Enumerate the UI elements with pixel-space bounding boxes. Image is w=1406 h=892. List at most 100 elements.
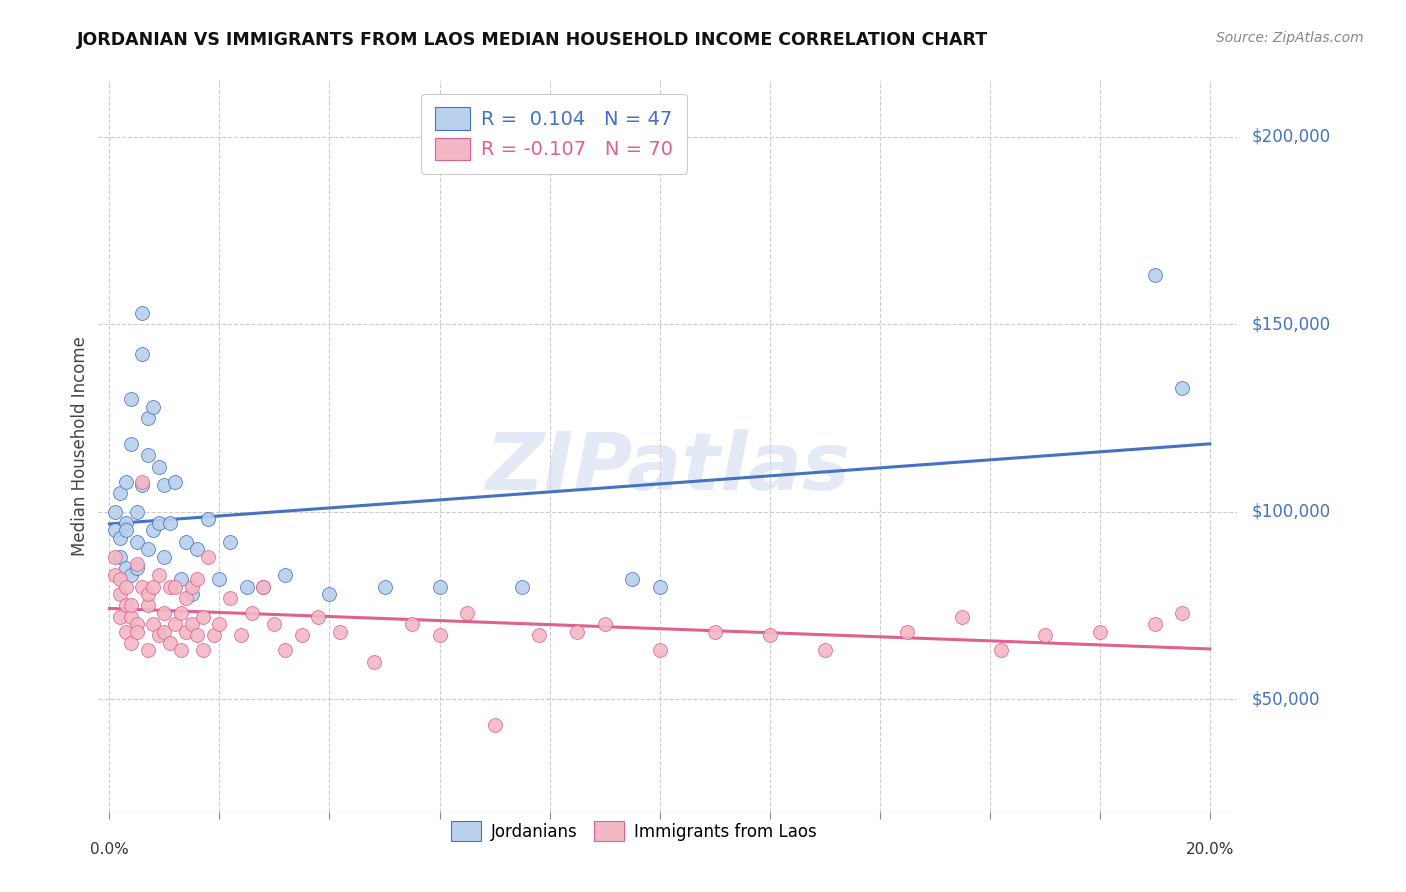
- Y-axis label: Median Household Income: Median Household Income: [70, 336, 89, 556]
- Point: [565, 624, 588, 639]
- Point: [115, 624, 138, 639]
- Point: [176, 534, 198, 549]
- Point: [208, 617, 231, 632]
- Point: [186, 628, 208, 642]
- Point: [170, 572, 193, 586]
- Point: [110, 486, 132, 500]
- Point: [115, 524, 138, 538]
- Point: [593, 617, 616, 632]
- Point: [648, 580, 671, 594]
- Text: 0.0%: 0.0%: [90, 842, 129, 857]
- Point: [429, 580, 451, 594]
- Point: [896, 624, 918, 639]
- Text: $50,000: $50,000: [1251, 690, 1320, 708]
- Point: [153, 624, 176, 639]
- Point: [104, 549, 127, 564]
- Legend: Jordanians, Immigrants from Laos: Jordanians, Immigrants from Laos: [444, 814, 824, 847]
- Point: [131, 306, 153, 320]
- Point: [242, 606, 264, 620]
- Point: [110, 572, 132, 586]
- Point: [115, 516, 138, 530]
- Point: [120, 636, 142, 650]
- Text: $200,000: $200,000: [1251, 128, 1330, 145]
- Point: [329, 624, 352, 639]
- Point: [165, 617, 187, 632]
- Point: [1171, 381, 1194, 395]
- Point: [429, 628, 451, 642]
- Text: $150,000: $150,000: [1251, 315, 1330, 333]
- Point: [208, 572, 231, 586]
- Point: [308, 609, 330, 624]
- Text: 20.0%: 20.0%: [1185, 842, 1234, 857]
- Point: [252, 580, 274, 594]
- Point: [115, 599, 138, 613]
- Point: [181, 580, 204, 594]
- Point: [1033, 628, 1056, 642]
- Point: [125, 505, 148, 519]
- Point: [125, 561, 148, 575]
- Point: [120, 609, 142, 624]
- Point: [990, 643, 1012, 657]
- Text: $100,000: $100,000: [1251, 503, 1330, 521]
- Point: [110, 587, 132, 601]
- Point: [148, 568, 170, 582]
- Text: ZIPatlas: ZIPatlas: [485, 429, 851, 507]
- Text: Source: ZipAtlas.com: Source: ZipAtlas.com: [1216, 31, 1364, 45]
- Text: JORDANIAN VS IMMIGRANTS FROM LAOS MEDIAN HOUSEHOLD INCOME CORRELATION CHART: JORDANIAN VS IMMIGRANTS FROM LAOS MEDIAN…: [77, 31, 988, 49]
- Point: [263, 617, 285, 632]
- Point: [142, 580, 165, 594]
- Point: [131, 347, 153, 361]
- Point: [153, 478, 176, 492]
- Point: [115, 475, 138, 489]
- Point: [125, 617, 148, 632]
- Point: [142, 400, 165, 414]
- Point: [148, 516, 170, 530]
- Point: [125, 534, 148, 549]
- Point: [1143, 268, 1166, 283]
- Point: [758, 628, 780, 642]
- Point: [373, 580, 395, 594]
- Point: [159, 516, 181, 530]
- Point: [125, 557, 148, 571]
- Point: [110, 609, 132, 624]
- Point: [621, 572, 644, 586]
- Point: [136, 542, 159, 557]
- Point: [197, 549, 219, 564]
- Point: [950, 609, 973, 624]
- Point: [181, 587, 204, 601]
- Point: [1171, 606, 1194, 620]
- Point: [401, 617, 423, 632]
- Point: [219, 534, 242, 549]
- Point: [136, 410, 159, 425]
- Point: [153, 606, 176, 620]
- Point: [131, 475, 153, 489]
- Point: [291, 628, 314, 642]
- Point: [115, 561, 138, 575]
- Point: [456, 606, 478, 620]
- Point: [236, 580, 259, 594]
- Point: [104, 524, 127, 538]
- Point: [142, 617, 165, 632]
- Point: [120, 437, 142, 451]
- Point: [110, 549, 132, 564]
- Point: [159, 636, 181, 650]
- Point: [153, 549, 176, 564]
- Point: [648, 643, 671, 657]
- Point: [197, 512, 219, 526]
- Point: [1088, 624, 1111, 639]
- Point: [510, 580, 533, 594]
- Point: [363, 655, 385, 669]
- Point: [527, 628, 550, 642]
- Point: [148, 459, 170, 474]
- Point: [202, 628, 225, 642]
- Point: [191, 609, 214, 624]
- Point: [176, 624, 198, 639]
- Point: [110, 531, 132, 545]
- Point: [186, 542, 208, 557]
- Point: [703, 624, 725, 639]
- Point: [131, 580, 153, 594]
- Point: [131, 478, 153, 492]
- Point: [125, 624, 148, 639]
- Point: [191, 643, 214, 657]
- Point: [136, 587, 159, 601]
